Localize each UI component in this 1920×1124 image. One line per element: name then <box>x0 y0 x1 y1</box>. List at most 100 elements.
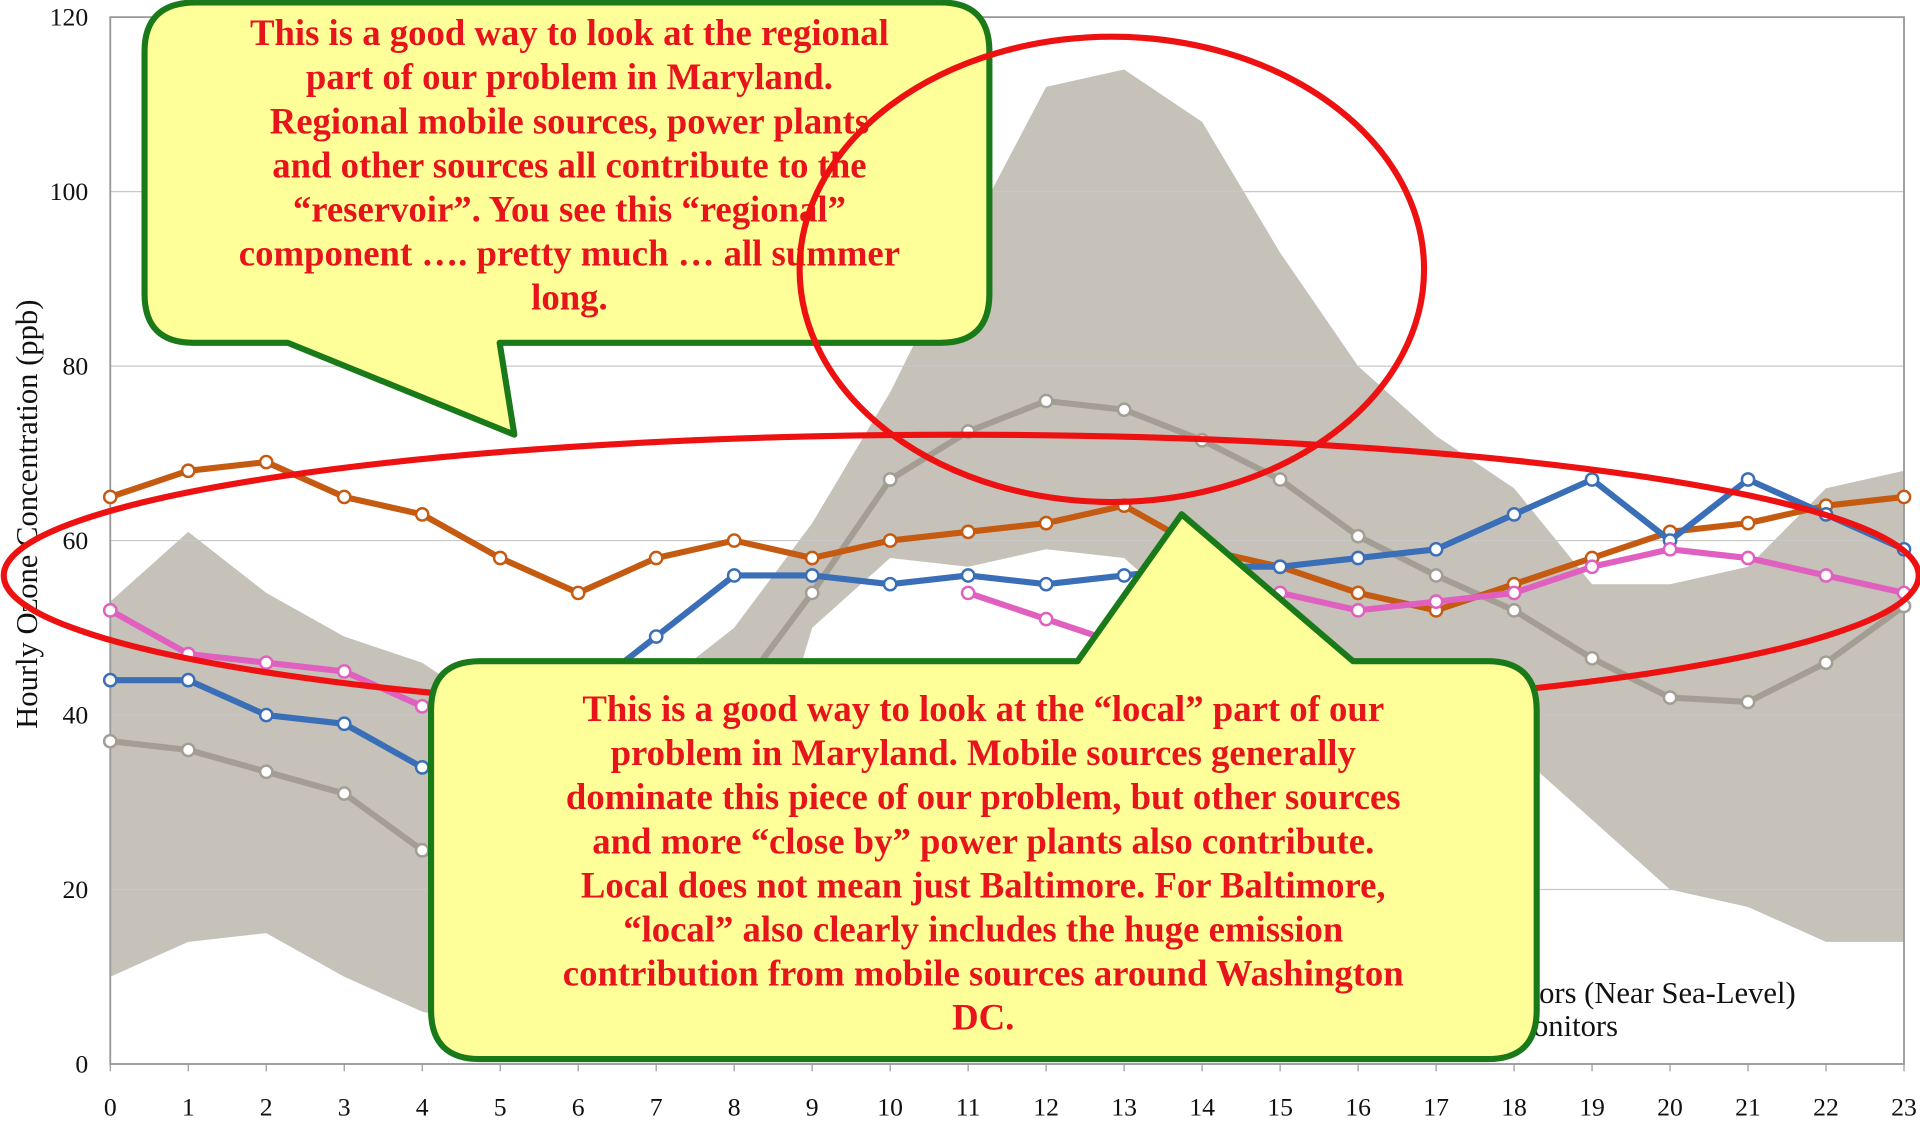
x-tick-label: 22 <box>1813 1092 1839 1121</box>
point <box>804 550 820 566</box>
callout-text: Local does not mean just Baltimore. For … <box>581 864 1386 905</box>
point <box>1584 650 1600 666</box>
x-tick-label: 3 <box>338 1092 351 1121</box>
point <box>258 764 274 780</box>
series-line <box>109 397 1906 893</box>
point <box>1818 568 1834 583</box>
y-tick-label: 20 <box>63 875 89 904</box>
legend-text: tors (Near Sea-Level) <box>1531 976 1796 1010</box>
point <box>180 463 196 479</box>
point <box>1740 550 1756 566</box>
point <box>1896 489 1912 505</box>
x-tick-label: 23 <box>1891 1092 1917 1121</box>
y-tick-label: 0 <box>75 1050 88 1079</box>
x-tick-label: 0 <box>104 1092 117 1121</box>
point <box>258 655 274 671</box>
point <box>882 533 898 548</box>
callout-text: dominate this piece of our problem, but … <box>566 776 1401 817</box>
x-tick-label: 11 <box>956 1092 981 1121</box>
x-tick-label: 4 <box>416 1092 429 1121</box>
point <box>1740 694 1756 710</box>
callout-shape <box>427 511 1540 1063</box>
point <box>336 786 352 801</box>
x-tick-label: 10 <box>877 1092 903 1121</box>
point <box>1740 515 1756 531</box>
callout-text: long. <box>531 277 608 318</box>
point <box>804 568 820 583</box>
point <box>726 533 742 548</box>
x-tick-label: 1 <box>182 1092 195 1121</box>
x-tick-label: 5 <box>494 1092 507 1121</box>
point <box>102 603 118 618</box>
point <box>1350 603 1366 618</box>
callout-text: and other sources all contribute to the <box>272 144 866 185</box>
point <box>1740 472 1756 487</box>
callout-text: “reservoir”. You see this “regional” <box>293 188 846 229</box>
x-tick-label: 7 <box>650 1092 663 1121</box>
point <box>1116 568 1132 583</box>
callout-text: and more “close by” power plants also co… <box>592 820 1374 861</box>
point <box>414 760 430 775</box>
point <box>882 576 898 592</box>
x-tick-label: 17 <box>1423 1092 1449 1121</box>
callout-text: contribution from mobile sources around … <box>563 952 1404 993</box>
callout-shape <box>141 0 993 438</box>
y-tick-label: 120 <box>50 3 89 32</box>
callout-text: part of our problem in Maryland. <box>306 56 833 97</box>
point <box>336 664 352 679</box>
point <box>336 489 352 505</box>
point <box>570 585 586 601</box>
y-axis-label: Hourly Ozone Concentration (ppb) <box>10 300 44 729</box>
point <box>414 842 430 858</box>
point <box>1116 402 1132 418</box>
x-tick-label: 18 <box>1501 1092 1527 1121</box>
point <box>1038 393 1054 409</box>
y-tick-label: 60 <box>63 526 89 555</box>
point <box>1350 550 1366 566</box>
point <box>960 524 976 540</box>
point <box>1038 576 1054 592</box>
point <box>1662 690 1678 705</box>
series-line <box>109 458 1905 614</box>
point <box>1818 655 1834 671</box>
point <box>414 698 430 714</box>
x-tick-label: 9 <box>806 1092 819 1121</box>
point <box>1038 515 1054 531</box>
callout-text: problem in Maryland. Mobile sources gene… <box>611 732 1356 773</box>
point <box>1272 472 1288 487</box>
point <box>1662 541 1678 557</box>
x-tick-label: 14 <box>1189 1092 1215 1121</box>
point <box>648 550 664 566</box>
x-tick-label: 6 <box>572 1092 585 1121</box>
x-tick-label: 19 <box>1579 1092 1605 1121</box>
point <box>1506 507 1522 522</box>
x-tick-label: 2 <box>260 1092 273 1121</box>
point <box>960 568 976 583</box>
point <box>726 568 742 583</box>
plot-frame <box>109 16 1905 1065</box>
point <box>1038 611 1054 627</box>
x-tick-label: 20 <box>1657 1092 1683 1121</box>
point <box>1428 541 1444 557</box>
x-tick-label: 15 <box>1267 1092 1293 1121</box>
point <box>336 716 352 732</box>
point <box>1428 594 1444 609</box>
point <box>414 507 430 522</box>
point <box>258 707 274 723</box>
callout: This is a good way to look at the region… <box>141 0 993 438</box>
point <box>1428 568 1444 583</box>
point <box>882 472 898 487</box>
point <box>180 742 196 758</box>
point <box>492 550 508 566</box>
point <box>960 585 976 601</box>
x-tick-label: 8 <box>728 1092 741 1121</box>
x-tick-label: 16 <box>1345 1092 1371 1121</box>
point <box>1350 528 1366 544</box>
point <box>180 672 196 688</box>
point <box>1272 559 1288 575</box>
point <box>102 489 118 505</box>
y-tick-label: 40 <box>63 701 89 730</box>
x-tick-label: 12 <box>1033 1092 1059 1121</box>
y-tick-label: 80 <box>63 352 89 381</box>
